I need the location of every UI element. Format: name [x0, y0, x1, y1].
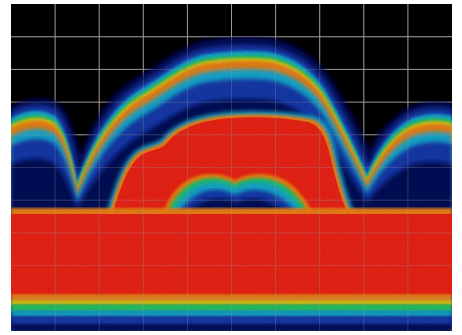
- floor-glow-bottom-navy: [11, 324, 452, 331]
- floor-glow-bottom-blue: [11, 316, 452, 326]
- floor-glow-bottom-orange: [11, 294, 452, 302]
- spectrum-plot: [11, 4, 452, 331]
- spectrum-display: [11, 4, 452, 331]
- grid-overlay: [11, 4, 452, 331]
- persistence-trace: [11, 36, 452, 331]
- floor-glow-bottom-yellow: [11, 300, 452, 306]
- floor-glow-bottom-cyan: [11, 310, 452, 318]
- noise-floor-band: [11, 214, 452, 296]
- floor-glow-bottom-green: [11, 304, 452, 312]
